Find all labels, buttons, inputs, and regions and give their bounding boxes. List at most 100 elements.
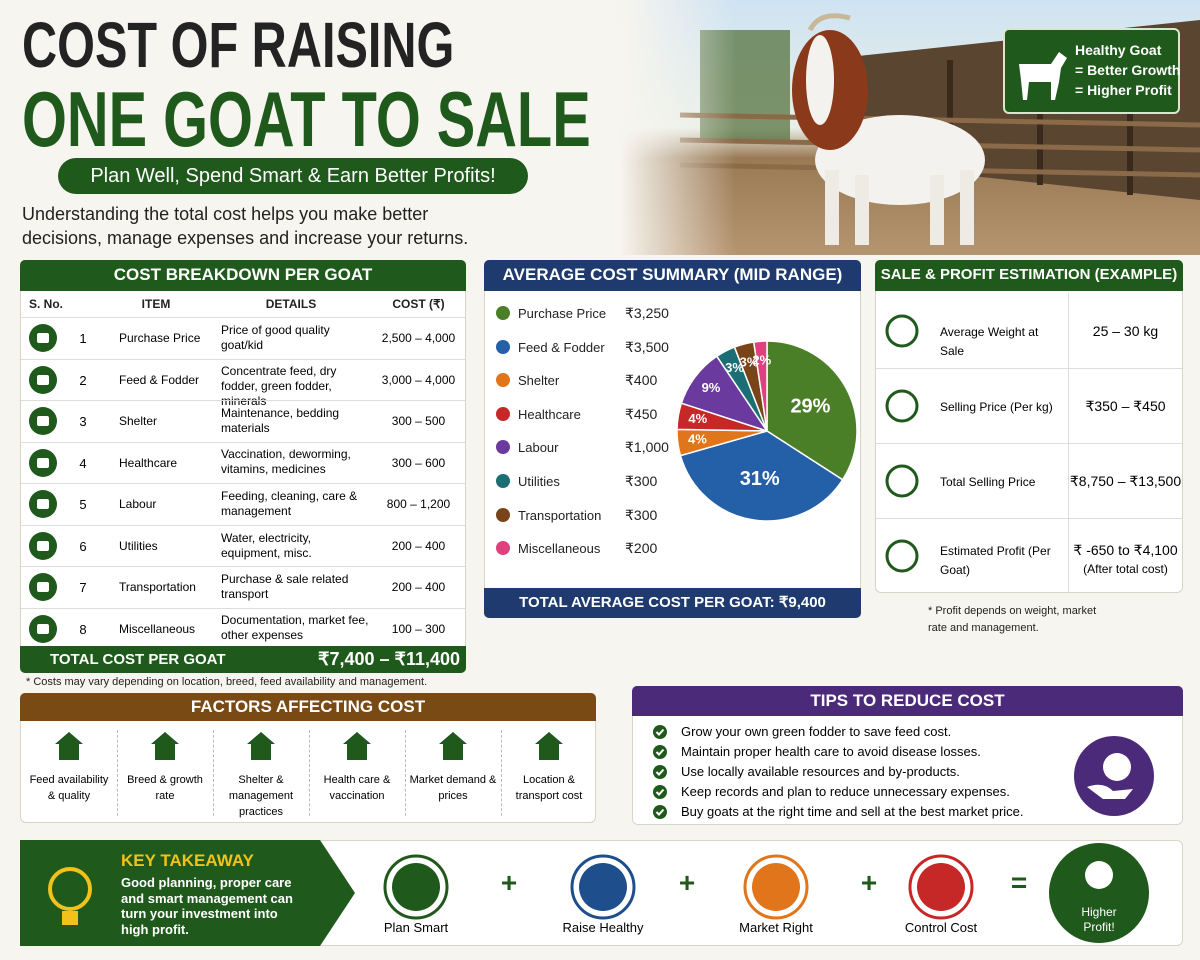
icon — [655, 768, 665, 776]
legend-label: Utilities — [518, 474, 560, 489]
legend-amount: ₹300 — [625, 506, 658, 523]
factor-label: Shelter & management practices — [228, 774, 294, 818]
tip: Keep records and plan to reduce unnecess… — [681, 784, 1010, 799]
cost: 200 – 400 — [391, 580, 446, 594]
factor-label: Market demand & prices — [409, 774, 497, 802]
icon — [1087, 784, 1133, 799]
row-icon — [29, 365, 57, 394]
item: Purchase Price — [119, 331, 201, 345]
column-header: COST (₹) — [392, 297, 445, 311]
goat-icon — [1019, 52, 1067, 100]
icon — [439, 732, 467, 760]
profit-value: ₹350 – ₹450 — [1085, 398, 1166, 414]
icon — [1103, 753, 1131, 781]
cost: 2,500 – 4,000 — [381, 331, 456, 345]
row-divider — [21, 441, 465, 443]
cost: 300 – 600 — [391, 455, 446, 470]
title-line: COST OF RAISING — [22, 9, 455, 81]
tip: Use locally available resources and by-p… — [681, 764, 960, 779]
row-icon — [29, 573, 57, 601]
result-icon — [1049, 843, 1149, 943]
serial: 7 — [79, 580, 87, 595]
icon — [37, 416, 49, 426]
step-icon — [743, 854, 809, 920]
icon — [37, 582, 49, 592]
cost: 3,000 – 4,000 — [381, 372, 456, 387]
legend-swatch — [496, 406, 510, 421]
icon — [62, 911, 78, 925]
chart-title: AVERAGE COST SUMMARY (MID RANGE) — [484, 260, 861, 291]
row-divider — [876, 518, 1182, 519]
data-label: 29% — [790, 396, 830, 418]
legend-label: Shelter — [518, 373, 560, 389]
row-icon — [29, 448, 57, 477]
badge-line: = Higher Profit — [1075, 82, 1172, 98]
data-label: 2% — [752, 352, 771, 367]
icon — [392, 863, 440, 911]
tagline: Plan Well, Spend Smart & Earn Better Pro… — [58, 158, 528, 194]
profit-value: ₹8,750 – ₹13,500 — [1069, 473, 1182, 489]
legend-swatch — [496, 306, 510, 320]
profit-value: 25 – 30 kg — [1092, 323, 1159, 339]
icon — [37, 457, 49, 468]
icon — [535, 732, 563, 760]
cost: 800 – 1,200 — [386, 497, 451, 511]
step-label: Plan Smart — [383, 920, 449, 935]
panel-header: TIPS TO REDUCE COST — [632, 686, 1183, 716]
operator: + — [860, 867, 878, 898]
icon — [37, 333, 49, 343]
step-label: Raise Healthy — [562, 920, 644, 935]
factor-icon — [247, 732, 275, 760]
data-label: 3% — [725, 360, 744, 375]
serial: 2 — [79, 372, 87, 388]
profit-label: Estimated Profit (Per Goat) — [940, 544, 1051, 577]
row-icon — [885, 314, 919, 348]
legend-amount: ₹200 — [625, 540, 658, 557]
icon — [48, 867, 92, 911]
tip: Buy goats at the right time and sell at … — [681, 804, 1024, 819]
factor-icon — [439, 732, 467, 760]
operator: + — [678, 867, 696, 898]
pie-slice — [752, 340, 768, 432]
data-label: 4% — [688, 431, 707, 446]
row-icon — [29, 324, 57, 352]
legend-swatch — [496, 339, 510, 354]
result-label: Higher Profit! — [1081, 905, 1117, 934]
legend-label: Feed & Fodder — [518, 339, 605, 355]
serial: 4 — [79, 455, 87, 471]
details: Price of good quality goat/kid — [221, 323, 330, 352]
icon — [1085, 861, 1113, 889]
profit-panel: SALE & PROFIT ESTIMATION (EXAMPLE) Averag… — [875, 260, 1183, 593]
icon — [885, 389, 919, 423]
icon — [151, 732, 179, 760]
takeaway-bar: KEY TAKEAWAY Good planning, proper care a… — [20, 840, 1183, 946]
check-icon — [653, 745, 667, 759]
item: Feed & Fodder — [119, 372, 200, 387]
row-divider — [21, 358, 465, 360]
divider — [213, 730, 214, 816]
icon — [37, 499, 49, 509]
step-icon — [570, 854, 636, 920]
profit-value: ₹ -650 to ₹4,100 — [1073, 542, 1178, 558]
details: Feeding, cleaning, care & management — [221, 489, 358, 518]
factor-label: Health care & vaccination — [323, 774, 391, 802]
row-divider — [21, 524, 465, 526]
cost: 100 – 300 — [391, 621, 446, 636]
row-icon — [29, 407, 57, 435]
pie: 29%31%4%4%9%3%3%2% — [676, 340, 858, 522]
operator: = — [1010, 867, 1028, 898]
row-icon — [29, 531, 57, 560]
row-icon — [885, 389, 919, 423]
check-icon — [653, 765, 667, 779]
legend-amount: ₹300 — [625, 473, 658, 489]
badge-line: Healthy Goat — [1075, 42, 1162, 58]
row-icon — [885, 539, 919, 573]
data-label: 31% — [740, 468, 780, 490]
check-icon — [653, 725, 667, 739]
legend-swatch — [496, 440, 510, 455]
factor-icon — [151, 732, 179, 760]
pie-slice — [679, 430, 844, 522]
icon — [55, 732, 83, 760]
legend-swatch — [496, 373, 510, 388]
